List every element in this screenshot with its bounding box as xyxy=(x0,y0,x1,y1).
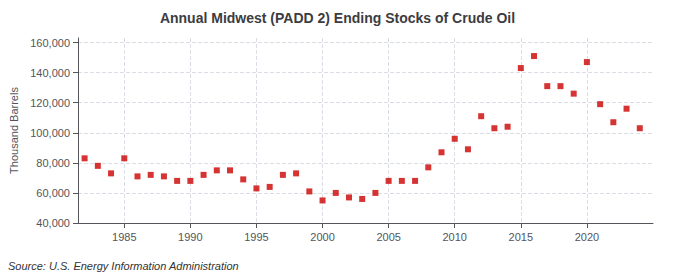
svg-text:80,000: 80,000 xyxy=(36,157,70,169)
svg-text:60,000: 60,000 xyxy=(36,187,70,199)
svg-text:1990: 1990 xyxy=(178,231,202,243)
svg-text:2020: 2020 xyxy=(575,231,599,243)
svg-text:Thousand Barrels: Thousand Barrels xyxy=(8,87,20,174)
svg-text:2015: 2015 xyxy=(509,231,533,243)
svg-text:40,000: 40,000 xyxy=(36,217,70,229)
svg-text:1995: 1995 xyxy=(244,231,268,243)
svg-text:120,000: 120,000 xyxy=(30,97,70,109)
svg-text:1985: 1985 xyxy=(112,231,136,243)
svg-text:2010: 2010 xyxy=(442,231,466,243)
svg-text:160,000: 160,000 xyxy=(30,37,70,49)
svg-text:2005: 2005 xyxy=(376,231,400,243)
svg-text:2000: 2000 xyxy=(310,231,334,243)
svg-text:Source: U.S. Energy Informatio: Source: U.S. Energy Information Administ… xyxy=(8,260,239,272)
svg-text:140,000: 140,000 xyxy=(30,67,70,79)
svg-text:Annual Midwest (PADD 2) Ending: Annual Midwest (PADD 2) Ending Stocks of… xyxy=(160,10,515,26)
svg-text:100,000: 100,000 xyxy=(30,127,70,139)
